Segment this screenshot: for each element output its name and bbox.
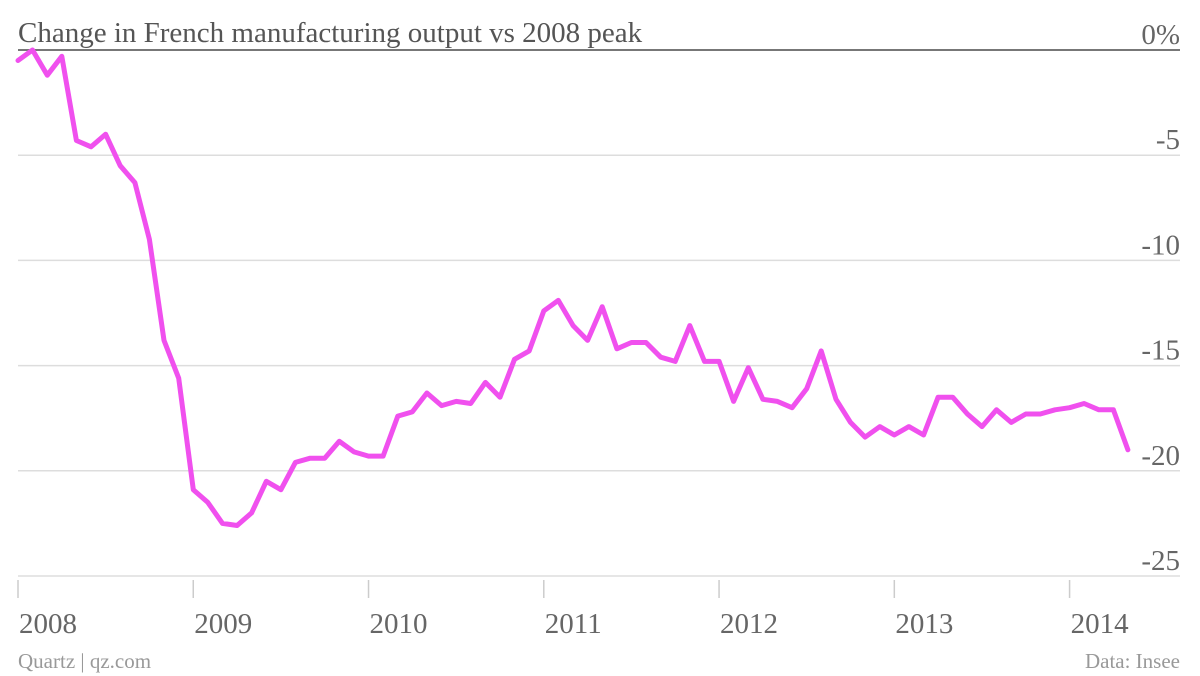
credit: Quartz | qz.com — [18, 649, 151, 673]
chart-title: Change in French manufacturing output vs… — [18, 17, 643, 49]
x-tick-label: 2011 — [545, 608, 602, 640]
y-tick-label: -25 — [1141, 545, 1180, 577]
x-tick-label: 2013 — [895, 608, 953, 640]
y-tick-label: -15 — [1141, 335, 1180, 367]
x-tick-label: 2010 — [370, 608, 428, 640]
y-tick-label: -5 — [1156, 124, 1180, 156]
x-tick-label: 2012 — [720, 608, 778, 640]
x-tick-label: 2008 — [19, 608, 77, 640]
y-tick-label: -20 — [1141, 440, 1180, 472]
line — [15, 47, 1131, 528]
source: Data: Insee — [1085, 649, 1180, 673]
x-tick-label: 2009 — [194, 608, 252, 640]
y-tick-label: -10 — [1141, 229, 1180, 261]
x-tick-label: 2014 — [1071, 608, 1130, 640]
y-tick-label: 0% — [1141, 19, 1180, 51]
